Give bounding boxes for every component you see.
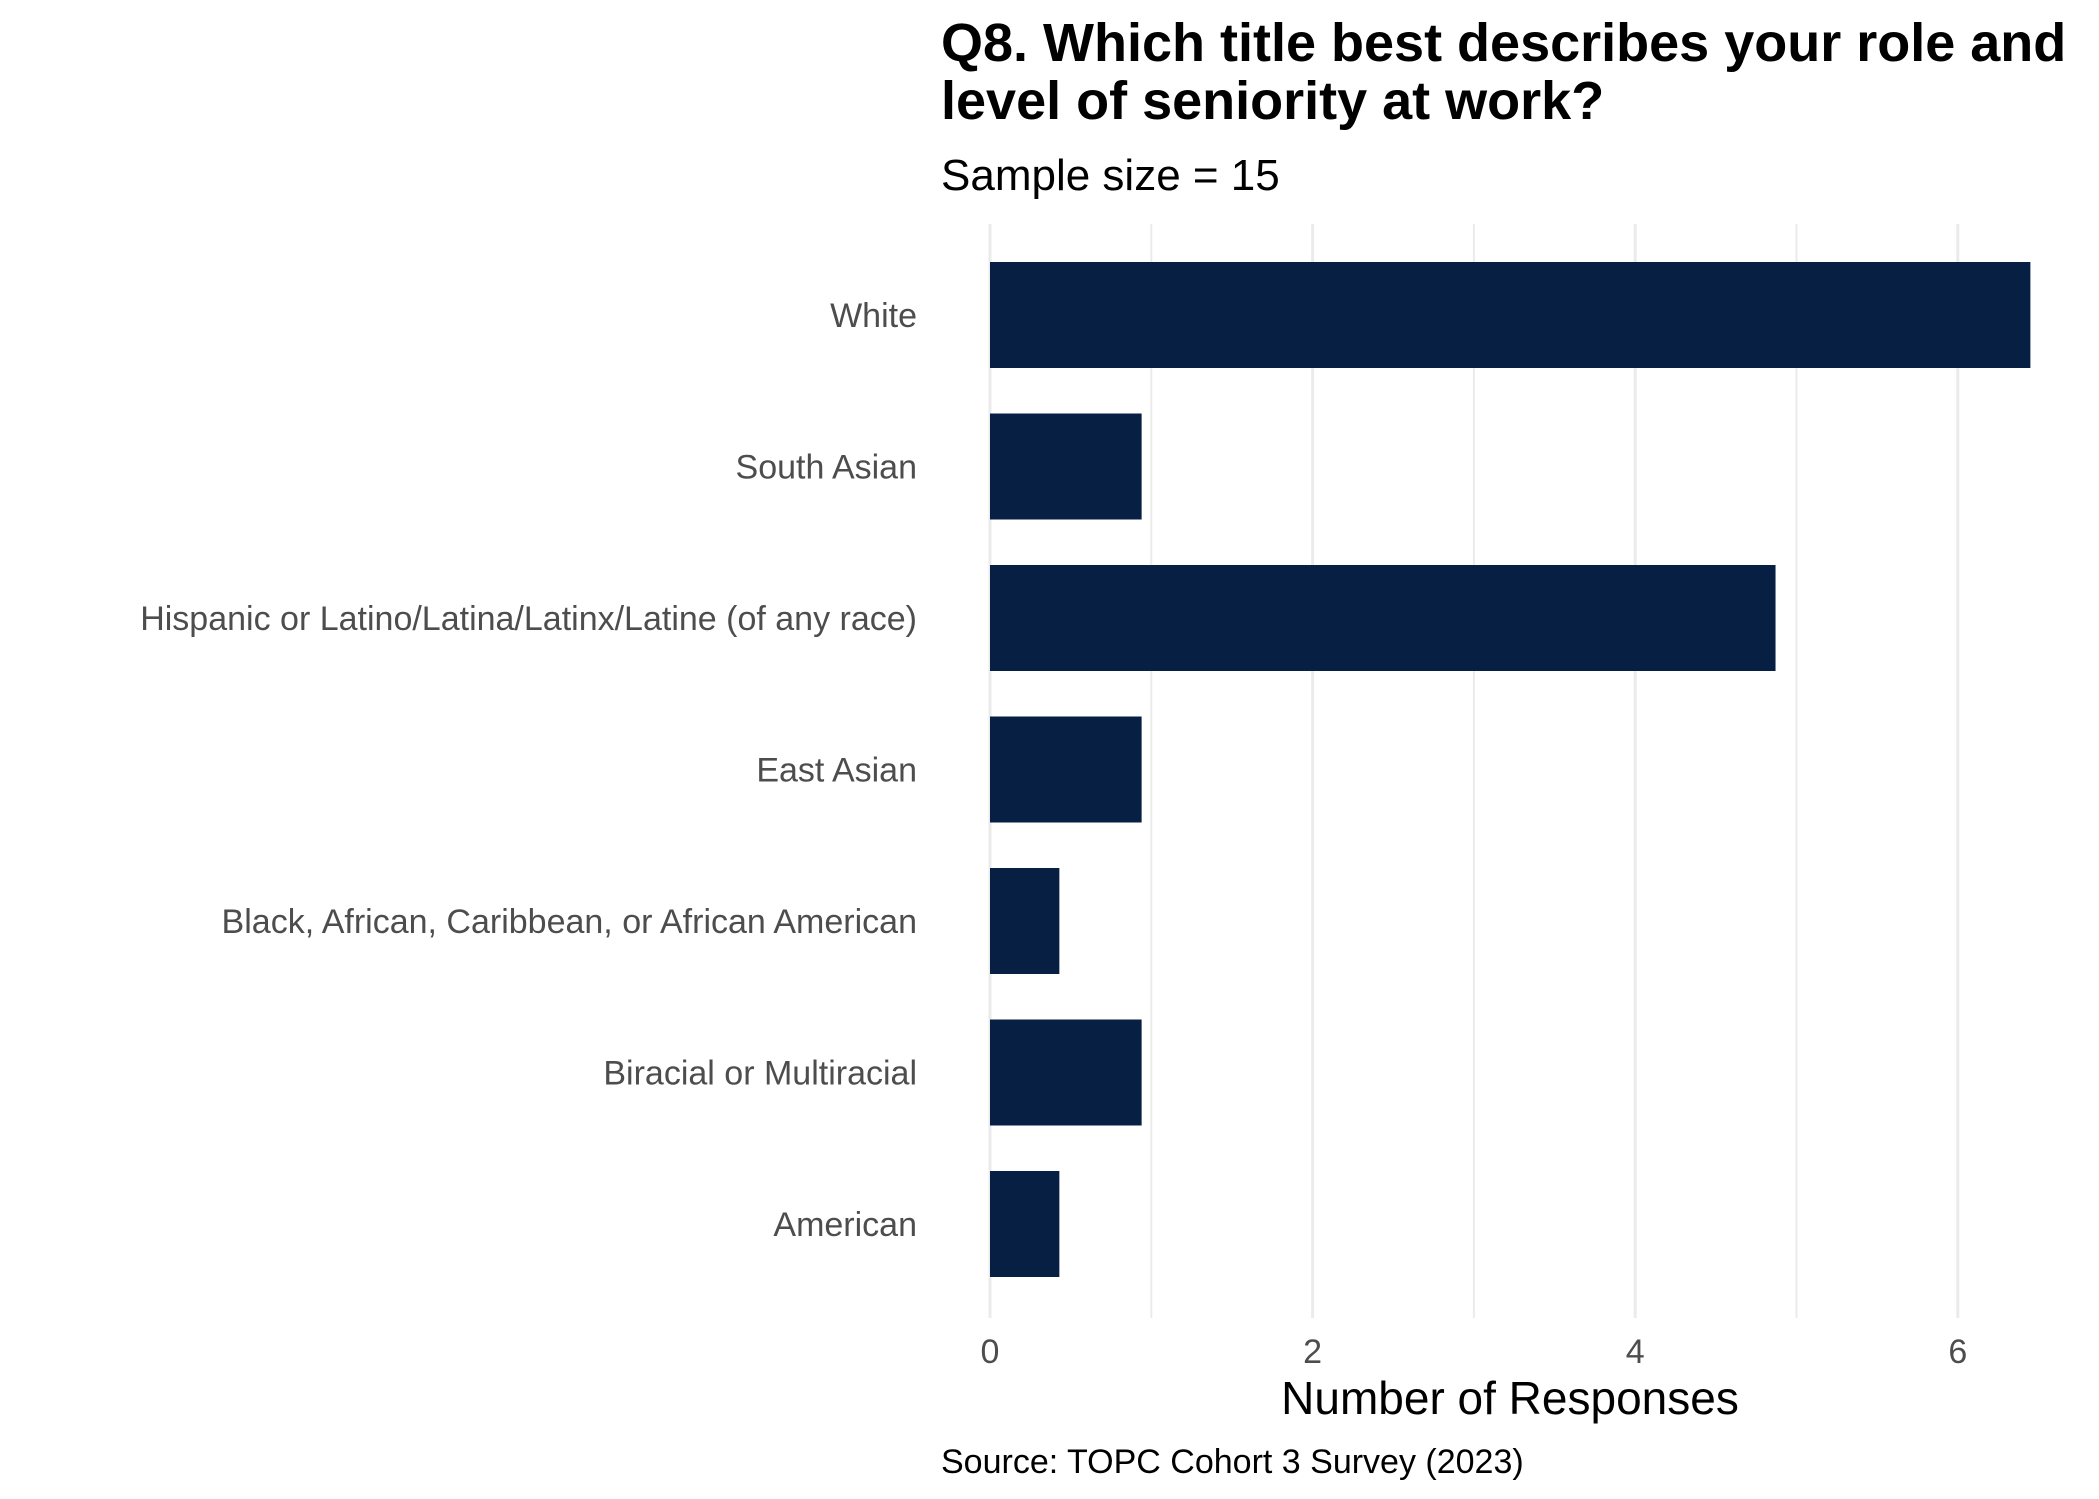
chart-caption: Source: TOPC Cohort 3 Survey (2023) [941, 1443, 1524, 1481]
x-tick-label: 0 [981, 1333, 1000, 1371]
x-tick-labels: 0 2 4 6 [981, 1333, 1968, 1371]
bar [990, 1171, 1060, 1277]
bar [990, 716, 1142, 823]
bar [990, 1019, 1142, 1126]
category-label: Biracial or Multiracial [603, 1055, 917, 1093]
category-label: East Asian [756, 752, 917, 790]
bar [990, 262, 2031, 368]
bars [990, 262, 2031, 1277]
category-label: Black, African, Caribbean, or African Am… [222, 903, 917, 941]
bar [990, 413, 1142, 520]
category-label: White [830, 297, 917, 335]
category-label: Hispanic or Latino/Latina/Latinx/Latine … [140, 600, 917, 638]
bar [990, 565, 1776, 671]
gridlines [988, 224, 1960, 1318]
category-labels: White South Asian Hispanic or Latino/Latin… [140, 297, 917, 1244]
x-tick-label: 6 [1948, 1333, 1967, 1371]
bar [990, 868, 1060, 974]
category-label: South Asian [736, 449, 917, 487]
x-tick-label: 2 [1303, 1333, 1322, 1371]
x-tick-label: 4 [1626, 1333, 1645, 1371]
x-axis-title: Number of Responses [1281, 1372, 1739, 1424]
chart-subtitle: Sample size = 15 [941, 151, 1280, 200]
category-label: American [773, 1206, 917, 1244]
chart-title: Q8. Which title best describes your role… [941, 13, 2067, 131]
